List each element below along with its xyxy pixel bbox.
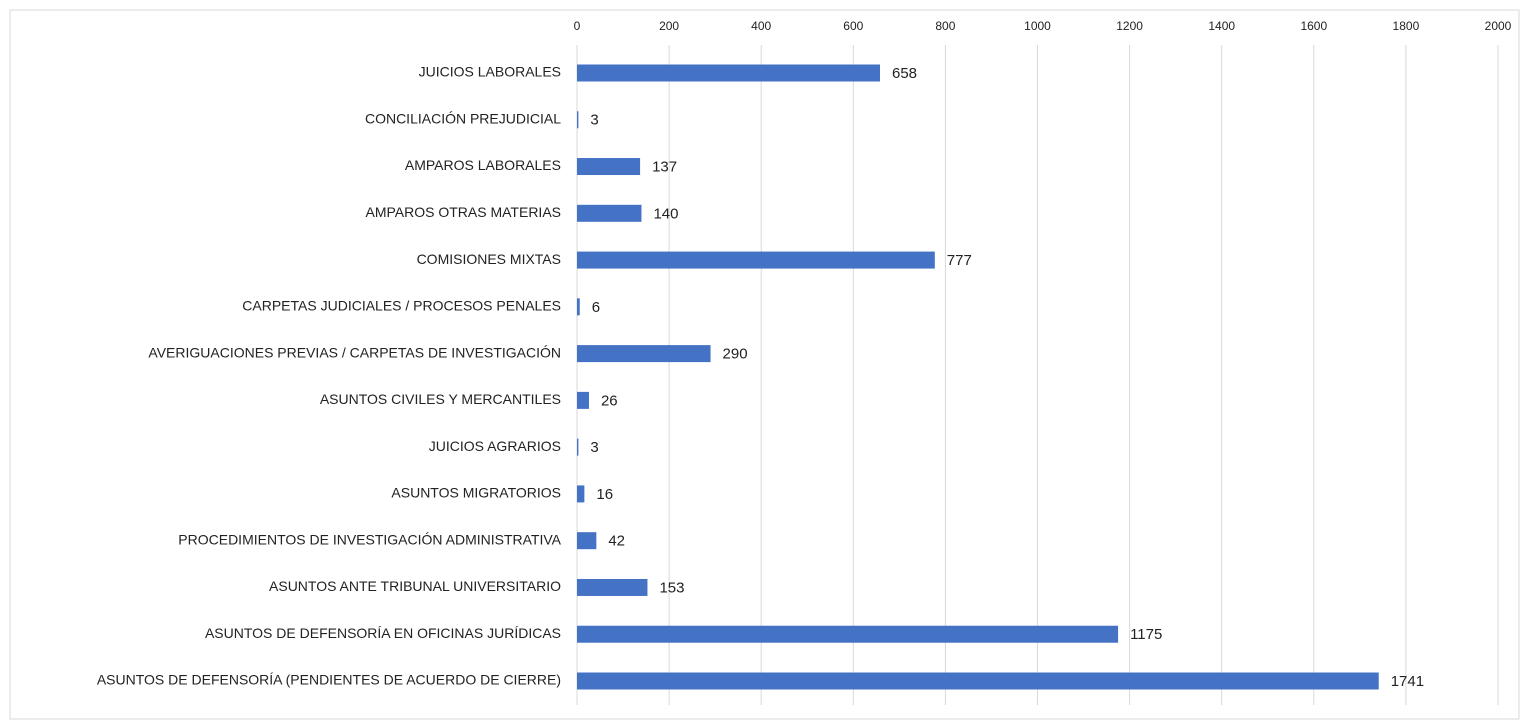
data-label: 777 xyxy=(947,252,972,269)
bar xyxy=(577,251,935,269)
data-label: 137 xyxy=(652,159,677,176)
bar xyxy=(577,345,711,363)
bar xyxy=(577,672,1379,690)
y-tick-label: COMISIONES MIXTAS xyxy=(417,251,561,267)
bar xyxy=(577,204,642,222)
data-label: 658 xyxy=(892,65,917,82)
x-tick-label: 1400 xyxy=(1208,19,1235,33)
chart-border xyxy=(9,9,1520,720)
data-label: 3 xyxy=(590,112,598,129)
data-label: 6 xyxy=(592,299,600,316)
y-tick-label: ASUNTOS MIGRATORIOS xyxy=(391,485,561,501)
data-label: 42 xyxy=(608,533,625,550)
y-tick-label: AVERIGUACIONES PREVIAS / CARPETAS DE INV… xyxy=(148,344,561,360)
y-tick-label: AMPAROS LABORALES xyxy=(405,157,561,173)
bar xyxy=(577,298,580,316)
y-tick-label: ASUNTOS DE DEFENSORÍA EN OFICINAS JURÍDI… xyxy=(205,625,561,641)
y-tick-label: JUICIOS LABORALES xyxy=(419,64,561,80)
x-tick-label: 1000 xyxy=(1024,19,1051,33)
y-tick-label: ASUNTOS ANTE TRIBUNAL UNIVERSITARIO xyxy=(269,578,561,594)
bar xyxy=(577,64,881,82)
y-tick-label: PROCEDIMIENTOS DE INVESTIGACIÓN ADMINIST… xyxy=(178,531,561,547)
x-tick-label: 400 xyxy=(751,19,771,33)
bar xyxy=(577,158,641,176)
x-tick-label: 2000 xyxy=(1485,19,1512,33)
bar xyxy=(577,111,579,129)
x-tick-label: 1200 xyxy=(1116,19,1143,33)
x-tick-label: 600 xyxy=(843,19,863,33)
bar xyxy=(577,438,579,456)
x-tick-label: 1800 xyxy=(1393,19,1420,33)
data-label: 1741 xyxy=(1391,673,1424,690)
data-label: 153 xyxy=(659,579,684,596)
data-label: 140 xyxy=(653,205,678,222)
y-tick-label: ASUNTOS DE DEFENSORÍA (PENDIENTES DE ACU… xyxy=(97,672,561,688)
bar xyxy=(577,485,585,503)
y-tick-label: CARPETAS JUDICIALES / PROCESOS PENALES xyxy=(242,298,561,314)
x-tick-label: 0 xyxy=(574,19,581,33)
x-tick-label: 1600 xyxy=(1300,19,1327,33)
bar xyxy=(577,532,597,550)
bar xyxy=(577,391,589,409)
y-tick-label: AMPAROS OTRAS MATERIAS xyxy=(365,204,561,220)
y-tick-label: ASUNTOS CIVILES Y MERCANTILES xyxy=(320,391,561,407)
data-label: 26 xyxy=(601,392,618,409)
data-label: 1175 xyxy=(1130,626,1162,643)
y-tick-label: CONCILIACIÓN PREJUDICIAL xyxy=(365,110,561,126)
data-label: 3 xyxy=(590,439,598,456)
y-tick-label: JUICIOS AGRARIOS xyxy=(429,438,561,454)
data-label: 290 xyxy=(723,346,748,363)
bar xyxy=(577,625,1119,643)
x-tick-label: 200 xyxy=(659,19,679,33)
bar xyxy=(577,578,648,596)
x-tick-label: 800 xyxy=(935,19,955,33)
data-label: 16 xyxy=(596,486,613,503)
